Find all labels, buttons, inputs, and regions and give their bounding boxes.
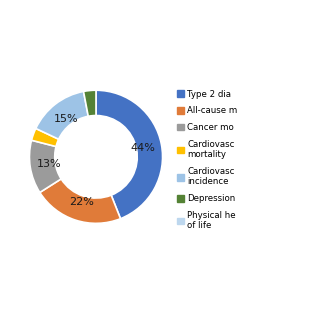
Wedge shape <box>40 179 121 223</box>
Text: 13%: 13% <box>36 159 61 169</box>
Text: 22%: 22% <box>69 197 94 207</box>
Text: 15%: 15% <box>54 114 79 124</box>
Wedge shape <box>32 128 59 147</box>
Legend: Type 2 dia, All-cause m, Cancer mo, Cardiovasc
mortality, Cardiovasc
incidence, : Type 2 dia, All-cause m, Cancer mo, Card… <box>177 90 238 230</box>
Wedge shape <box>84 90 96 116</box>
Wedge shape <box>36 92 88 139</box>
Wedge shape <box>96 90 163 219</box>
Text: 44%: 44% <box>131 143 156 153</box>
Wedge shape <box>29 140 61 192</box>
